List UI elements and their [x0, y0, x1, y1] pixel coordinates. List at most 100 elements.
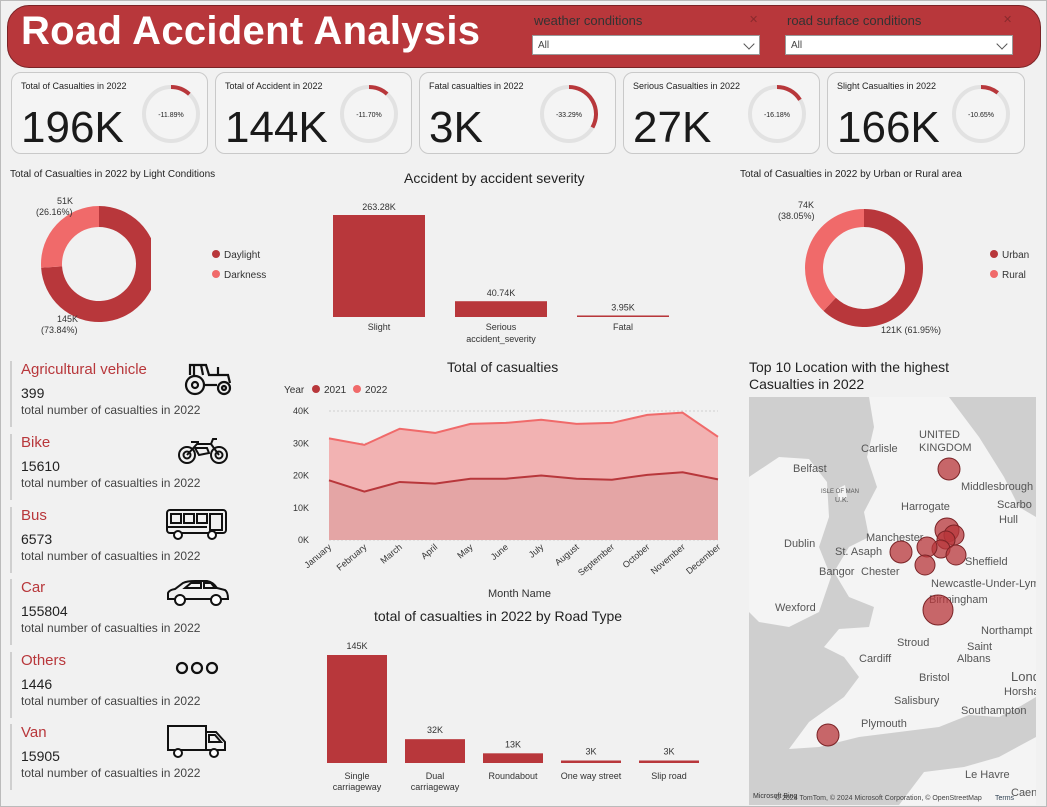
map-label: Sheffield: [965, 556, 1008, 568]
map-label: KINGDOM: [919, 442, 972, 454]
kpi-gauge: -33.29%: [540, 85, 598, 143]
kpi-value: 3K: [429, 103, 483, 152]
x-tick-label: December: [684, 542, 722, 576]
vehicle-count: 399: [21, 385, 45, 401]
roadtype-bar-label: 3K: [585, 747, 596, 757]
legend-darkness[interactable]: Darkness: [212, 270, 266, 281]
map-location-bubble: [945, 544, 967, 566]
map-label: Wexford: [775, 602, 816, 614]
legend-darkness-label: Darkness: [224, 270, 267, 281]
vehicle-name: Agricultural vehicle: [21, 361, 147, 378]
area-donut-chart: [805, 209, 923, 327]
map-attribution: © 2024 TomTom, © 2024 Microsoft Corporat…: [775, 795, 982, 802]
surface-dropdown[interactable]: All: [785, 35, 1013, 55]
map-label: St. Asaph: [835, 546, 883, 558]
roadtype-bar: [561, 760, 621, 763]
map-label: Newcastle-Under-Lyme: [931, 578, 1036, 590]
legend-2022[interactable]: 2022: [353, 385, 387, 396]
map-bubble-layer: [816, 457, 967, 747]
kpi-gauge-arc: [368, 85, 389, 96]
legend-marker-daylight: [212, 250, 220, 258]
daylight-pct-label: (73.84%): [41, 325, 78, 335]
map-terms-link[interactable]: Terms: [995, 795, 1015, 802]
kpi-label: Total of Accident in 2022: [225, 81, 323, 91]
bus-icon: [166, 509, 227, 540]
map-label: Plymouth: [861, 718, 907, 730]
severity-category-label: Fatal: [613, 322, 633, 332]
map-label: Salisbury: [894, 695, 940, 707]
weather-dropdown[interactable]: All: [532, 35, 760, 55]
map-label: U.K.: [835, 497, 849, 504]
chevron-down-icon: [743, 38, 755, 50]
page-title: Road Accident Analysis: [21, 9, 481, 53]
vehicle-name: Bike: [21, 434, 51, 451]
map-label: UNITED: [919, 429, 960, 441]
legend-urban[interactable]: Urban: [990, 250, 1029, 261]
map-label: Middlesbrough: [961, 481, 1034, 493]
legend-2021[interactable]: 2021: [312, 385, 346, 396]
x-tick-label: February: [335, 542, 369, 573]
weather-dropdown-value: All: [538, 40, 550, 51]
severity-category-label: Slight: [368, 322, 391, 332]
kpi-gauge-arc: [980, 85, 999, 95]
map-label: Caen: [1011, 787, 1036, 799]
roadtype-bar: [639, 760, 699, 763]
surface-clear-icon[interactable]: ✕: [1003, 14, 1013, 26]
line-2021: [328, 471, 719, 493]
map-location-bubble: [937, 457, 961, 481]
kpi-gauge-arc: [170, 85, 191, 96]
legend-daylight-label: Daylight: [224, 250, 261, 261]
motorbike-icon: [178, 438, 228, 464]
donut-slice-rural: [805, 209, 864, 311]
trend-legend: Year 2021 2022: [284, 385, 387, 396]
kpi-value: 27K: [633, 103, 712, 152]
legend-marker-rural: [990, 270, 998, 278]
donut-slice-urban: [823, 209, 923, 327]
roadtype-bar-label: 13K: [505, 739, 521, 749]
chevron-down-icon: [996, 38, 1008, 50]
severity-bar: [577, 315, 669, 317]
y-tick-label: 10K: [293, 503, 309, 513]
severity-chart-title: Accident by accident severity: [404, 170, 585, 186]
map-label: Le Havre: [965, 769, 1010, 781]
y-tick-label: 0K: [298, 535, 309, 545]
roadtype-bar: [327, 655, 387, 763]
vehicle-name: Van: [21, 724, 47, 741]
roadtype-bar: [483, 753, 543, 763]
map-title-line1: Top 10 Location with the highest: [749, 359, 950, 375]
map-label: Harrogate: [901, 501, 950, 513]
line-2022: [328, 411, 719, 446]
area-chart-title: Total of Casualties in 2022 by Urban or …: [740, 169, 962, 180]
roadtype-category-label: Single: [344, 771, 369, 781]
map-label: Scarbo: [997, 499, 1032, 511]
map-label: Horsha: [1004, 686, 1036, 698]
legend-daylight[interactable]: Daylight: [212, 250, 260, 261]
map-title-line2: Casualties in 2022: [749, 376, 865, 392]
trend-x-axis-title: Month Name: [488, 588, 551, 600]
severity-bar-label: 40.74K: [487, 288, 516, 298]
legend-urban-label: Urban: [1002, 250, 1030, 261]
map-location-bubble: [816, 723, 840, 747]
roadtype-bar-label: 3K: [663, 747, 674, 757]
kpi-card-slight: Slight Casualties in 2022 166K -10.65%: [827, 72, 1025, 154]
bing-logo-text: Microsoft Bing: [753, 793, 798, 800]
map-label: Manchester: [866, 532, 924, 544]
weather-clear-icon[interactable]: ✕: [749, 14, 759, 26]
x-tick-label: May: [455, 542, 475, 561]
tractor-icon: [184, 363, 232, 396]
map-label: Carlisle: [861, 443, 898, 455]
location-map[interactable]: UNITED KINGDOM Carlisle Belfast ISLE OF …: [749, 397, 1036, 805]
legend-rural[interactable]: Rural: [990, 270, 1026, 281]
x-tick-label: June: [489, 542, 510, 562]
kpi-label: Fatal casualties in 2022: [429, 81, 524, 91]
severity-bar: [455, 301, 547, 317]
vehicle-card-bus: Bus 6573 total number of casualties in 2…: [10, 507, 240, 573]
vehicle-card-agricultural: Agricultural vehicle 399 total number of…: [10, 361, 240, 427]
legend-marker-darkness: [212, 270, 220, 278]
kpi-gauge-arc: [568, 85, 598, 129]
map-title: Top 10 Location with the highest Casualt…: [749, 359, 949, 393]
trend-chart-title: Total of casualties: [447, 359, 559, 375]
vehicle-count: 1446: [21, 676, 53, 692]
severity-bar-label: 263.28K: [362, 202, 396, 212]
dots-icon: [175, 661, 219, 675]
